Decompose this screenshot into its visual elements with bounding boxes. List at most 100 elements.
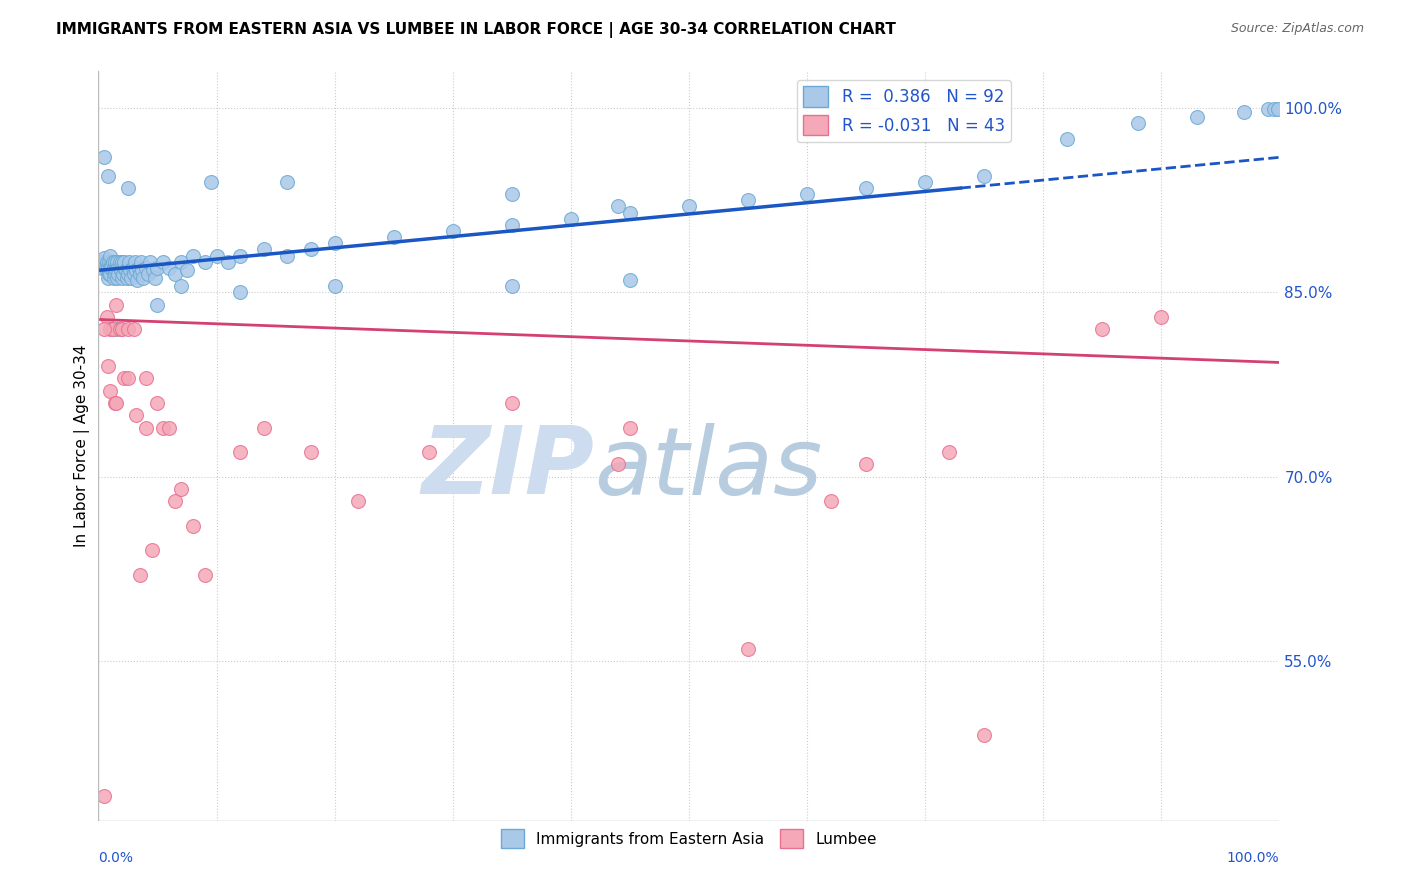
- Point: [152, 254, 174, 268]
- Point: [98, 267, 121, 281]
- Point: [229, 285, 252, 300]
- Point: [127, 273, 149, 287]
- Point: [105, 322, 128, 336]
- Point: [93, 322, 115, 336]
- Point: [619, 205, 641, 219]
- Point: [117, 181, 139, 195]
- Point: [157, 260, 180, 275]
- Point: [105, 270, 128, 285]
- Text: Source: ZipAtlas.com: Source: ZipAtlas.com: [1230, 22, 1364, 36]
- Point: [1267, 103, 1289, 117]
- Point: [737, 194, 759, 208]
- Text: 0.0%: 0.0%: [98, 851, 134, 864]
- Point: [108, 260, 131, 275]
- Point: [181, 249, 204, 263]
- Point: [253, 420, 276, 434]
- Point: [276, 175, 298, 189]
- Point: [1263, 103, 1285, 117]
- Point: [98, 260, 121, 275]
- Point: [1185, 110, 1208, 124]
- Point: [560, 211, 582, 226]
- Point: [93, 251, 115, 265]
- Point: [97, 260, 120, 275]
- Point: [97, 359, 120, 373]
- Point: [347, 494, 370, 508]
- Point: [114, 263, 136, 277]
- Point: [176, 263, 198, 277]
- Point: [128, 260, 150, 275]
- Point: [607, 458, 630, 472]
- Point: [217, 254, 239, 268]
- Point: [170, 254, 193, 268]
- Point: [98, 384, 121, 398]
- Point: [121, 270, 143, 285]
- Point: [110, 263, 132, 277]
- Y-axis label: In Labor Force | Age 30-34: In Labor Force | Age 30-34: [75, 344, 90, 548]
- Point: [97, 270, 120, 285]
- Point: [501, 218, 523, 232]
- Point: [737, 641, 759, 656]
- Point: [122, 267, 145, 281]
- Point: [253, 243, 276, 257]
- Point: [96, 254, 118, 268]
- Point: [98, 249, 121, 263]
- Point: [90, 254, 112, 268]
- Point: [128, 568, 150, 582]
- Point: [973, 169, 995, 183]
- Point: [441, 224, 464, 238]
- Point: [105, 263, 128, 277]
- Point: [105, 298, 128, 312]
- Point: [1257, 103, 1279, 117]
- Point: [111, 254, 134, 268]
- Point: [129, 254, 152, 268]
- Point: [229, 445, 252, 459]
- Point: [125, 263, 148, 277]
- Point: [382, 230, 405, 244]
- Point: [118, 254, 141, 268]
- Point: [98, 254, 121, 268]
- Point: [1233, 104, 1256, 119]
- Point: [124, 254, 146, 268]
- Point: [105, 396, 128, 410]
- Point: [181, 519, 204, 533]
- Point: [914, 175, 936, 189]
- Point: [93, 150, 115, 164]
- Point: [619, 420, 641, 434]
- Point: [1056, 132, 1078, 146]
- Point: [112, 260, 135, 275]
- Point: [323, 236, 346, 251]
- Point: [125, 409, 148, 423]
- Point: [607, 199, 630, 213]
- Point: [115, 270, 138, 285]
- Point: [112, 371, 135, 385]
- Legend: Immigrants from Eastern Asia, Lumbee: Immigrants from Eastern Asia, Lumbee: [495, 823, 883, 855]
- Point: [146, 396, 169, 410]
- Point: [820, 494, 842, 508]
- Point: [157, 420, 180, 434]
- Point: [91, 257, 114, 271]
- Point: [146, 260, 169, 275]
- Point: [143, 270, 166, 285]
- Point: [98, 267, 121, 281]
- Text: IMMIGRANTS FROM EASTERN ASIA VS LUMBEE IN LABOR FORCE | AGE 30-34 CORRELATION CH: IMMIGRANTS FROM EASTERN ASIA VS LUMBEE I…: [56, 22, 896, 38]
- Point: [93, 259, 115, 273]
- Point: [93, 789, 115, 803]
- Point: [205, 249, 228, 263]
- Point: [323, 279, 346, 293]
- Point: [678, 199, 700, 213]
- Point: [111, 270, 134, 285]
- Point: [104, 267, 127, 281]
- Point: [276, 249, 298, 263]
- Point: [1091, 322, 1114, 336]
- Point: [135, 420, 157, 434]
- Point: [120, 263, 142, 277]
- Point: [136, 267, 159, 281]
- Point: [973, 728, 995, 742]
- Point: [107, 267, 129, 281]
- Point: [103, 260, 125, 275]
- Point: [170, 279, 193, 293]
- Point: [146, 298, 169, 312]
- Text: atlas: atlas: [595, 423, 823, 514]
- Point: [170, 482, 193, 496]
- Text: ZIP: ZIP: [422, 423, 595, 515]
